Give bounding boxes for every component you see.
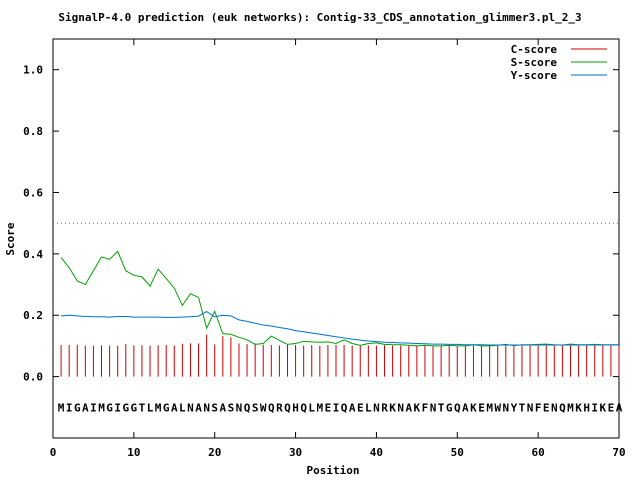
sequence-letter: N <box>187 401 194 414</box>
sequence-letter: Q <box>454 401 461 414</box>
sequence-letter: K <box>600 401 607 414</box>
sequence-letter: S <box>252 401 259 414</box>
sequence-letter: M <box>58 401 65 414</box>
sequence-letter: R <box>276 401 283 414</box>
x-axis: 0 10 20 30 40 50 60 70 <box>50 39 626 459</box>
y-tick-label: 0.4 <box>23 248 43 261</box>
sequence-letter: G <box>74 401 81 414</box>
sequence-letter: T <box>438 401 445 414</box>
x-tick-label: 30 <box>289 446 302 459</box>
sequence-letter: I <box>114 401 121 414</box>
sequence-letter: G <box>122 401 129 414</box>
sequence-letter: I <box>90 401 97 414</box>
legend-label: C-score <box>511 43 558 56</box>
sequence-letter: A <box>349 401 356 414</box>
sequence-letter: E <box>325 401 332 414</box>
sequence-letter: N <box>203 401 210 414</box>
sequence-letter: H <box>292 401 299 414</box>
sequence-letter: K <box>414 401 421 414</box>
sequence-letter: Q <box>268 401 275 414</box>
x-tick-label: 70 <box>612 446 625 459</box>
sequence-letter: A <box>195 401 202 414</box>
sequence-letter: N <box>502 401 509 414</box>
sequence-letter: A <box>462 401 469 414</box>
y-tick-label: 1.0 <box>23 64 43 77</box>
sequence-letter: N <box>373 401 380 414</box>
sequence-letter: L <box>179 401 186 414</box>
c-score-impulses <box>60 334 620 377</box>
plot-frame <box>52 38 620 439</box>
sequence-letter: M <box>155 401 162 414</box>
sequence-letter: S <box>211 401 218 414</box>
sequence-letter: F <box>422 401 429 414</box>
sequence-letter: Q <box>244 401 251 414</box>
sequence-letter: R <box>381 401 388 414</box>
sequence-letter: I <box>333 401 340 414</box>
sequence-letter: M <box>486 401 493 414</box>
sequence-letter: K <box>470 401 477 414</box>
x-tick-label: 60 <box>532 446 545 459</box>
sequence-letter: A <box>82 401 89 414</box>
sequence-letter: E <box>357 401 364 414</box>
chart-title: SignalP-4.0 prediction (euk networks): C… <box>58 11 581 24</box>
y-tick-label: 0.0 <box>23 371 43 384</box>
sequence-letter: N <box>236 401 243 414</box>
sequence-letter: F <box>535 401 542 414</box>
sequence-letter: G <box>446 401 453 414</box>
s-score-line <box>60 250 619 347</box>
sequence-letter: Q <box>300 401 307 414</box>
y-axis-label: Score <box>4 222 17 255</box>
sequence-letter: M <box>317 401 324 414</box>
sequence-letter: M <box>567 401 574 414</box>
sequence-letter: A <box>219 401 226 414</box>
sequence-letter: L <box>365 401 372 414</box>
y-axis: 0.0 0.2 0.4 0.6 0.8 1.0 <box>23 64 619 384</box>
sequence-letter: S <box>228 401 235 414</box>
x-tick-label: 10 <box>127 446 140 459</box>
sequence-letter: G <box>131 401 138 414</box>
sequence-letter: E <box>478 401 485 414</box>
sequence-letter: Y <box>511 401 518 414</box>
sequence-letter: L <box>308 401 315 414</box>
sequence-letter: W <box>260 401 267 414</box>
sequence-letter: E <box>608 401 615 414</box>
sequence-letter: N <box>430 401 437 414</box>
sequence-letter: L <box>147 401 154 414</box>
sequence-letter: A <box>405 401 412 414</box>
sequence-letter: G <box>106 401 113 414</box>
sequence-letter: T <box>519 401 526 414</box>
sequence-letter: N <box>551 401 558 414</box>
x-axis-label: Position <box>307 464 360 477</box>
sequence-letter: N <box>527 401 534 414</box>
y-tick-label: 0.2 <box>23 309 43 322</box>
legend-label: Y-score <box>511 69 558 82</box>
x-tick-label: 0 <box>50 446 57 459</box>
sequence-letter: A <box>171 401 178 414</box>
sequence-letter: M <box>98 401 105 414</box>
y-tick-label: 0.8 <box>23 125 43 138</box>
sequence-letter: K <box>575 401 582 414</box>
x-tick-label: 50 <box>451 446 464 459</box>
sequence-letter: W <box>494 401 501 414</box>
sequence-letter: H <box>583 401 590 414</box>
sequence-letter: Q <box>284 401 291 414</box>
sequence-letter: Q <box>559 401 566 414</box>
sequence-letter: K <box>389 401 396 414</box>
x-tick-label: 40 <box>370 446 383 459</box>
sequence-letter: T <box>139 401 146 414</box>
sequence-letter: I <box>591 401 598 414</box>
y-score-line <box>61 310 619 346</box>
legend-label: S-score <box>511 56 558 69</box>
y-tick-label: 0.6 <box>23 186 43 199</box>
sequence-letter: Q <box>341 401 348 414</box>
sequence-letter: I <box>66 401 73 414</box>
sequence-letter: E <box>543 401 550 414</box>
x-tick-label: 20 <box>208 446 221 459</box>
sequence-letter: G <box>163 401 170 414</box>
sequence-letter: A <box>616 401 623 414</box>
sequence-letter: N <box>397 401 404 414</box>
